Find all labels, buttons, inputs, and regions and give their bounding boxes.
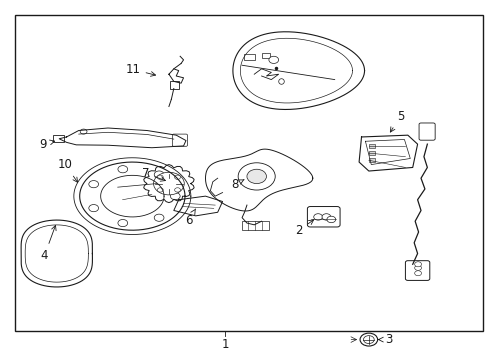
FancyBboxPatch shape	[405, 261, 429, 280]
FancyBboxPatch shape	[368, 158, 374, 162]
Circle shape	[118, 166, 127, 173]
Circle shape	[359, 333, 377, 346]
Circle shape	[322, 214, 330, 220]
Text: 11: 11	[125, 63, 155, 76]
Circle shape	[157, 188, 163, 192]
Text: 3: 3	[378, 333, 391, 346]
Text: 5: 5	[389, 110, 404, 132]
Circle shape	[326, 216, 335, 223]
Circle shape	[80, 129, 87, 134]
Bar	[15, 15, 483, 330]
FancyBboxPatch shape	[242, 221, 268, 230]
FancyBboxPatch shape	[172, 134, 187, 146]
Circle shape	[238, 163, 275, 190]
Circle shape	[154, 171, 163, 178]
FancyBboxPatch shape	[244, 54, 255, 60]
Circle shape	[313, 214, 322, 220]
Circle shape	[89, 204, 99, 212]
FancyBboxPatch shape	[418, 123, 434, 140]
Text: 9: 9	[40, 138, 55, 150]
Circle shape	[153, 172, 184, 195]
FancyBboxPatch shape	[368, 144, 374, 148]
Circle shape	[118, 220, 127, 227]
FancyBboxPatch shape	[307, 207, 339, 227]
Circle shape	[246, 169, 266, 184]
Circle shape	[268, 56, 278, 63]
Text: 2: 2	[295, 220, 313, 237]
Circle shape	[174, 188, 180, 192]
Circle shape	[157, 175, 163, 179]
Circle shape	[89, 181, 99, 188]
Text: 7: 7	[142, 167, 165, 181]
Circle shape	[170, 193, 180, 200]
Circle shape	[414, 262, 421, 267]
Circle shape	[414, 265, 421, 270]
Text: 1: 1	[221, 338, 228, 351]
FancyBboxPatch shape	[170, 81, 179, 89]
Text: 10: 10	[58, 158, 78, 182]
FancyBboxPatch shape	[53, 135, 64, 141]
Circle shape	[174, 175, 180, 179]
Text: 4: 4	[41, 225, 56, 262]
Circle shape	[363, 336, 373, 343]
FancyBboxPatch shape	[261, 53, 270, 58]
FancyBboxPatch shape	[368, 151, 374, 155]
Circle shape	[414, 271, 421, 276]
Text: 8: 8	[231, 178, 244, 191]
Circle shape	[154, 214, 163, 221]
Text: 6: 6	[184, 209, 195, 227]
